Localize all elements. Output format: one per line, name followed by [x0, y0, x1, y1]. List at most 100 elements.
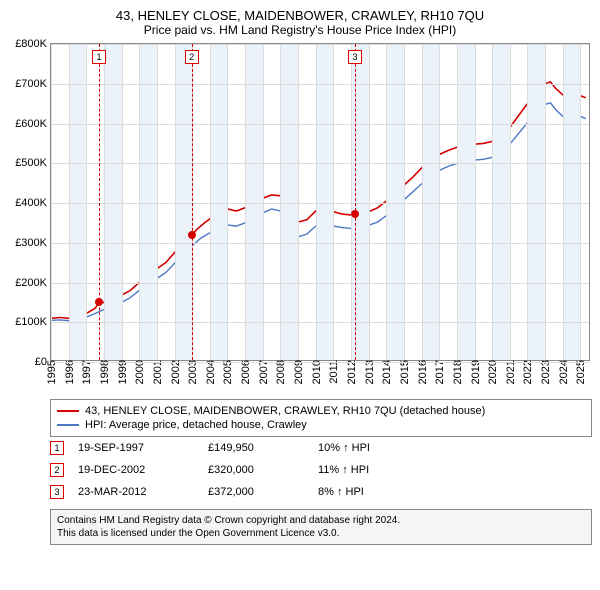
- gridline-v: [139, 44, 140, 360]
- gridline-v: [580, 44, 581, 360]
- sale-index-box: 2: [50, 463, 64, 477]
- footer-line: Contains HM Land Registry data © Crown c…: [57, 514, 585, 527]
- gridline-v: [527, 44, 528, 360]
- gridline-h: [51, 283, 589, 284]
- year-band: [210, 44, 228, 360]
- year-band: [104, 44, 122, 360]
- x-tick-label: 2017: [432, 360, 446, 384]
- gridline-v: [298, 44, 299, 360]
- y-tick-label: £200K: [15, 277, 51, 289]
- gridline-v: [122, 44, 123, 360]
- gridline-h: [51, 322, 589, 323]
- gridline-h: [51, 44, 589, 45]
- sale-index-box: 1: [50, 441, 64, 455]
- x-tick-label: 2013: [362, 360, 376, 384]
- year-band: [457, 44, 475, 360]
- year-band: [245, 44, 263, 360]
- year-band: [351, 44, 369, 360]
- x-tick-label: 2022: [520, 360, 534, 384]
- year-band: [139, 44, 157, 360]
- gridline-v: [104, 44, 105, 360]
- y-tick-label: £700K: [15, 78, 51, 90]
- x-tick-label: 2011: [326, 360, 340, 384]
- gridline-h: [51, 203, 589, 204]
- sales-list: 119-SEP-1997£149,95010% ↑ HPI219-DEC-200…: [8, 437, 592, 503]
- footer-line: This data is licensed under the Open Gov…: [57, 527, 585, 540]
- gridline-v: [457, 44, 458, 360]
- gridline-v: [69, 44, 70, 360]
- sale-delta: 10% ↑ HPI: [318, 442, 438, 454]
- y-tick-label: £0: [35, 356, 51, 368]
- gridline-h: [51, 124, 589, 125]
- year-band: [527, 44, 545, 360]
- y-tick-label: £600K: [15, 118, 51, 130]
- gridline-v: [175, 44, 176, 360]
- gridline-v: [404, 44, 405, 360]
- sale-marker-line: [355, 44, 356, 360]
- gridline-h: [51, 243, 589, 244]
- sale-marker-line: [192, 44, 193, 360]
- chart-subtitle: Price paid vs. HM Land Registry's House …: [8, 23, 592, 37]
- gridline-v: [422, 44, 423, 360]
- year-band: [492, 44, 510, 360]
- gridline-v: [227, 44, 228, 360]
- sale-dot: [188, 231, 196, 239]
- sale-price: £320,000: [208, 464, 318, 476]
- sale-row: 219-DEC-2002£320,00011% ↑ HPI: [50, 459, 592, 481]
- gridline-v: [492, 44, 493, 360]
- x-tick-label: 2003: [185, 360, 199, 384]
- x-tick-label: 2025: [573, 360, 587, 384]
- x-tick-label: 2010: [309, 360, 323, 384]
- gridline-v: [263, 44, 264, 360]
- x-tick-label: 2015: [397, 360, 411, 384]
- x-tick-label: 2018: [450, 360, 464, 384]
- year-band: [563, 44, 581, 360]
- legend-swatch: [57, 410, 79, 412]
- y-tick-label: £100K: [15, 316, 51, 328]
- gridline-v: [210, 44, 211, 360]
- chart-title: 43, HENLEY CLOSE, MAIDENBOWER, CRAWLEY, …: [8, 8, 592, 23]
- x-tick-label: 1997: [79, 360, 93, 384]
- sale-dot: [95, 298, 103, 306]
- gridline-v: [439, 44, 440, 360]
- sale-row: 119-SEP-1997£149,95010% ↑ HPI: [50, 437, 592, 459]
- x-tick-label: 2016: [415, 360, 429, 384]
- x-tick-label: 2019: [468, 360, 482, 384]
- gridline-v: [86, 44, 87, 360]
- x-tick-label: 2021: [503, 360, 517, 384]
- sale-dot: [351, 210, 359, 218]
- year-band: [69, 44, 87, 360]
- legend-label: HPI: Average price, detached house, Craw…: [85, 419, 307, 431]
- chart-container: 43, HENLEY CLOSE, MAIDENBOWER, CRAWLEY, …: [8, 8, 592, 545]
- x-tick-label: 2023: [538, 360, 552, 384]
- gridline-v: [510, 44, 511, 360]
- gridline-v: [157, 44, 158, 360]
- legend-item-hpi: HPI: Average price, detached house, Craw…: [57, 418, 585, 432]
- year-band: [386, 44, 404, 360]
- plot-area: 1995199619971998199920002001200220032004…: [50, 43, 590, 361]
- gridline-v: [316, 44, 317, 360]
- year-band: [280, 44, 298, 360]
- sale-date: 19-DEC-2002: [78, 464, 208, 476]
- gridline-h: [51, 84, 589, 85]
- x-tick-label: 2020: [485, 360, 499, 384]
- x-tick-label: 2007: [256, 360, 270, 384]
- x-tick-label: 2012: [344, 360, 358, 384]
- y-tick-label: £500K: [15, 157, 51, 169]
- gridline-v: [386, 44, 387, 360]
- gridline-v: [545, 44, 546, 360]
- gridline-v: [475, 44, 476, 360]
- year-band: [316, 44, 334, 360]
- sale-date: 19-SEP-1997: [78, 442, 208, 454]
- sale-marker-box: 1: [92, 50, 106, 64]
- gridline-v: [280, 44, 281, 360]
- x-tick-label: 2009: [291, 360, 305, 384]
- legend: 43, HENLEY CLOSE, MAIDENBOWER, CRAWLEY, …: [50, 399, 592, 437]
- gridline-h: [51, 163, 589, 164]
- x-tick-label: 2001: [150, 360, 164, 384]
- legend-swatch: [57, 424, 79, 426]
- legend-item-subject: 43, HENLEY CLOSE, MAIDENBOWER, CRAWLEY, …: [57, 404, 585, 418]
- x-tick-label: 1999: [115, 360, 129, 384]
- sale-row: 323-MAR-2012£372,0008% ↑ HPI: [50, 481, 592, 503]
- x-tick-label: 1996: [62, 360, 76, 384]
